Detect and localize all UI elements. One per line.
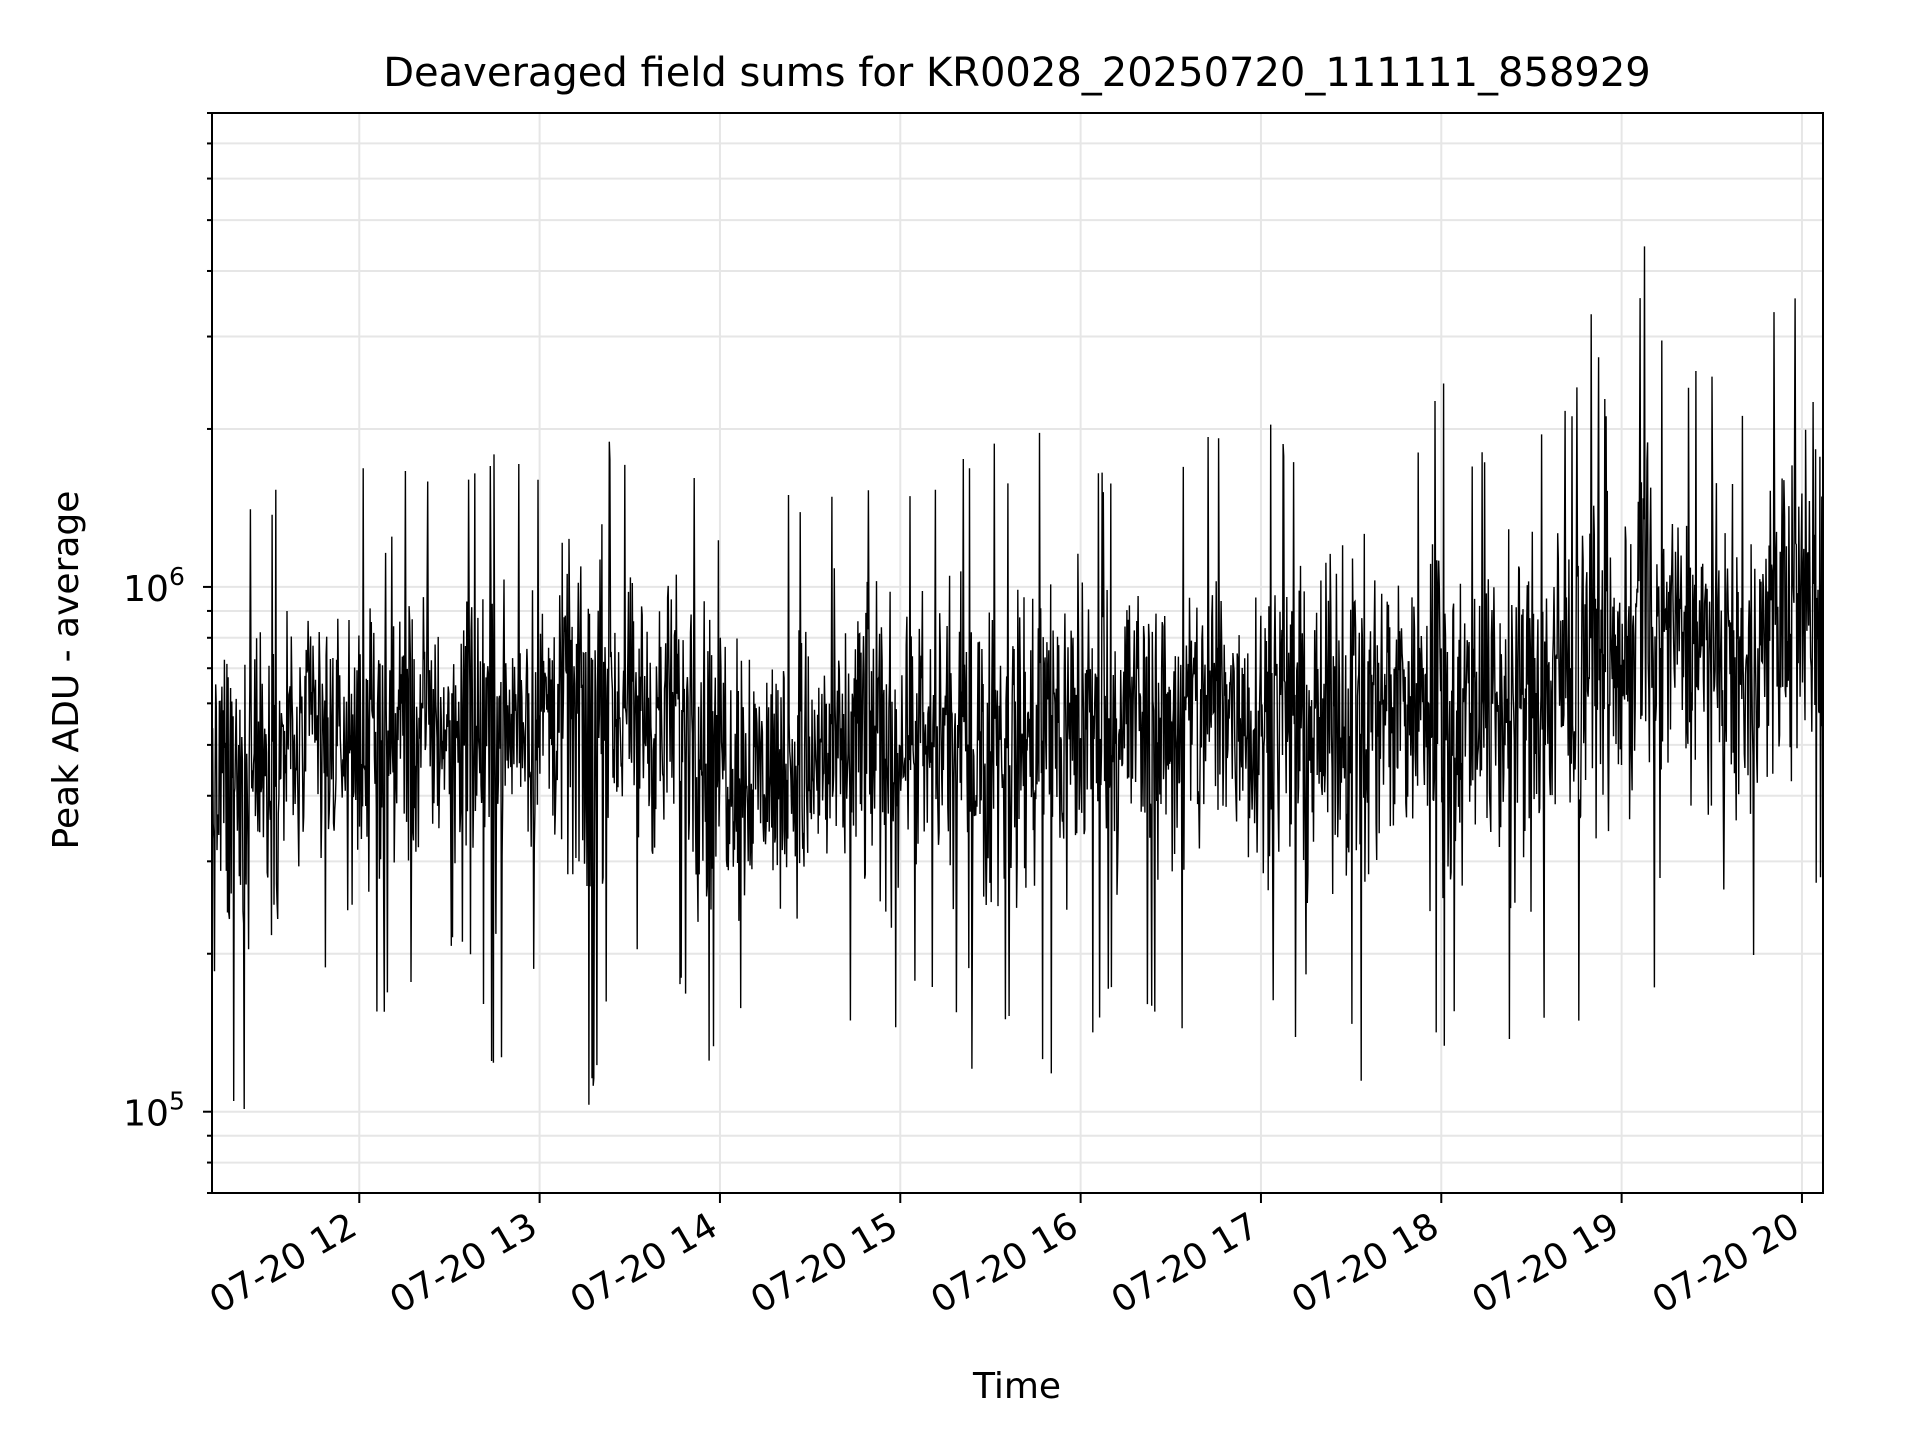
y-tick-label-base: 10 bbox=[123, 1094, 169, 1135]
y-tick-label-exponent: 5 bbox=[169, 1087, 185, 1116]
y-axis-label: Peak ADU - average bbox=[46, 491, 87, 850]
chart-title: Deaveraged field sums for KR0028_2025072… bbox=[383, 50, 1651, 96]
plot-frame bbox=[211, 112, 1824, 1194]
y-tick-label: 106 bbox=[123, 562, 185, 610]
y-tick-label-base: 10 bbox=[123, 569, 169, 610]
x-axis-label: Time bbox=[972, 1366, 1061, 1407]
data-series bbox=[211, 246, 1824, 1110]
y-tick-label-exponent: 6 bbox=[169, 562, 185, 591]
y-tick-label: 105 bbox=[123, 1087, 185, 1135]
series-line bbox=[211, 246, 1824, 1110]
